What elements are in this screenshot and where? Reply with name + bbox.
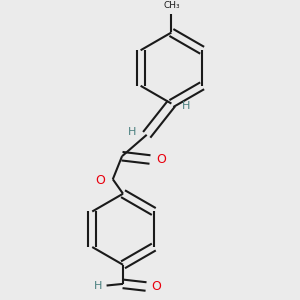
Text: H: H <box>182 101 190 111</box>
Text: O: O <box>151 280 161 293</box>
Text: O: O <box>96 174 106 188</box>
Text: H: H <box>128 127 136 137</box>
Text: O: O <box>156 153 166 166</box>
Text: H: H <box>94 280 102 290</box>
Text: CH₃: CH₃ <box>163 2 180 10</box>
